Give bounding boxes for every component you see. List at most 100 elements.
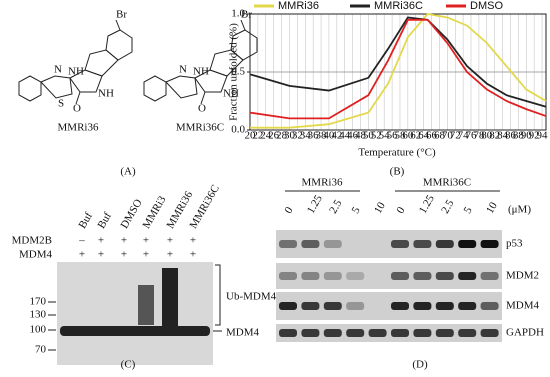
x-tick-label: 82 (489, 130, 500, 142)
panel-label: (B) (390, 166, 405, 178)
x-tick-label: 90 (521, 130, 533, 142)
x-tick-label: 54 (379, 130, 391, 142)
x-tick-label: 52 (371, 130, 382, 142)
band (368, 329, 387, 337)
sign: + (190, 249, 196, 261)
annotation: MDM4 (226, 327, 260, 339)
atom: NH (223, 88, 239, 100)
band (323, 240, 342, 248)
lane-label: Buf (76, 210, 95, 231)
compound-name: MMRi36 (58, 122, 99, 134)
band (279, 240, 297, 248)
band (391, 272, 409, 280)
band (480, 329, 499, 337)
lane-label: MMRi36C (187, 183, 222, 231)
band (301, 272, 320, 280)
lane-label: Buf (95, 210, 114, 231)
series-line (249, 18, 547, 120)
row-label: MDM2B (12, 235, 52, 247)
unit: (μM) (508, 204, 531, 216)
band (413, 272, 432, 280)
band (301, 329, 320, 337)
y-axis-label: Fraction unfolded (%) (228, 23, 240, 121)
concentration: 2.5 (439, 197, 457, 215)
x-tick-label: 56 (387, 130, 399, 142)
blot (57, 262, 213, 365)
x-tick-label: 92 (529, 130, 540, 142)
y-tick-label: 1.0 (231, 8, 245, 20)
sign: – (78, 235, 85, 247)
sign: + (190, 235, 196, 247)
panel-label: (A) (120, 166, 136, 178)
atom: O (73, 103, 81, 115)
concentration: 2.5 (327, 197, 345, 215)
x-tick-label: 80 (481, 130, 493, 142)
concentration: 5 (462, 205, 475, 216)
x-tick-label: 36 (308, 130, 320, 142)
band (346, 329, 365, 337)
panel-label: (C) (121, 359, 136, 371)
x-tick-label: 84 (497, 130, 509, 142)
size-marker: 100 (30, 324, 47, 336)
band (138, 285, 154, 325)
x-tick-label: 26 (268, 130, 280, 142)
x-tick-label: 44 (339, 130, 351, 142)
sign: + (167, 235, 173, 247)
concentration: 10 (484, 200, 500, 216)
group-label: MMRi36C (423, 177, 471, 189)
panel-label: (D) (412, 359, 428, 371)
band (435, 272, 454, 280)
x-tick-label: 20 (245, 130, 257, 142)
atom: NH (98, 88, 114, 100)
band (279, 329, 297, 337)
band (279, 272, 297, 280)
atom: N (54, 64, 62, 76)
band (413, 302, 432, 310)
band (301, 240, 320, 248)
band (480, 272, 499, 280)
x-tick-label: 60 (402, 130, 414, 142)
x-tick-label: 32 (292, 130, 303, 142)
y-tick-label: 0.0 (231, 124, 245, 136)
atom: NH (68, 66, 84, 78)
x-tick-label: 28 (276, 130, 288, 142)
row-label: MDM4 (19, 249, 53, 261)
band (413, 329, 432, 337)
x-tick-label: 78 (473, 130, 485, 142)
band (458, 329, 477, 337)
x-axis-label: Temperature (°C) (358, 147, 436, 159)
sign: + (143, 249, 149, 261)
band (60, 326, 210, 336)
structure-1 (18, 19, 133, 105)
x-tick-label: 68 (434, 130, 446, 142)
band (391, 329, 409, 337)
concentration: 5 (350, 205, 363, 216)
structure-2 (143, 19, 258, 105)
sign: + (98, 249, 104, 261)
x-tick-label: 88 (513, 130, 525, 142)
band (458, 302, 477, 310)
bracket (215, 264, 221, 326)
x-tick-label: 76 (466, 130, 478, 142)
x-tick-label: 62 (410, 130, 421, 142)
series-line (250, 13, 547, 129)
x-tick-label: 50 (363, 130, 375, 142)
atom: O (198, 103, 206, 115)
sign: + (121, 235, 127, 247)
band (391, 302, 409, 310)
x-tick-label: 70 (442, 130, 454, 142)
annotation: Ub-MDM4 (226, 291, 277, 303)
concentration: 1.25 (305, 193, 325, 216)
atom: S (58, 98, 64, 110)
x-tick-label: 94 (537, 130, 549, 142)
x-tick-label: 48 (355, 130, 367, 142)
legend-label: MMRi36C (374, 0, 423, 12)
legend-label: MMRi36 (278, 0, 319, 12)
band (323, 272, 342, 280)
x-tick-label: 74 (458, 130, 470, 142)
sign: + (98, 235, 104, 247)
band (480, 240, 499, 248)
atom: Br (116, 9, 127, 21)
band (435, 240, 454, 248)
